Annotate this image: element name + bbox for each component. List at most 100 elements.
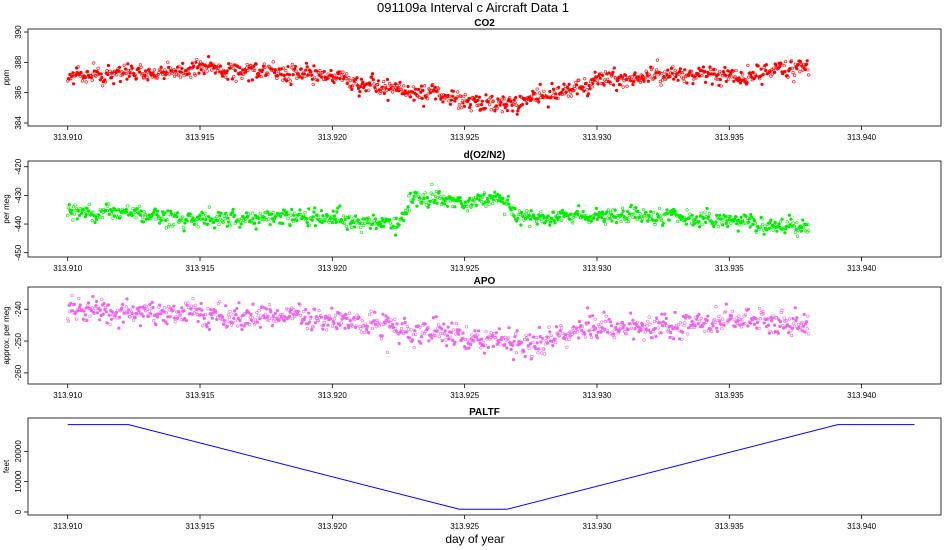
data-point bbox=[129, 68, 133, 73]
data-point bbox=[595, 217, 599, 221]
data-point bbox=[147, 67, 151, 71]
data-point bbox=[718, 319, 722, 323]
data-point bbox=[641, 327, 645, 331]
data-point bbox=[442, 332, 447, 336]
data-point bbox=[746, 75, 751, 79]
data-point bbox=[319, 209, 324, 213]
data-point bbox=[271, 314, 275, 318]
data-point bbox=[348, 311, 352, 315]
data-point bbox=[279, 214, 283, 218]
data-point bbox=[426, 326, 430, 330]
data-point bbox=[534, 219, 539, 224]
x-tick-label: 313.920 bbox=[318, 264, 347, 273]
data-point bbox=[304, 217, 309, 221]
data-point bbox=[654, 316, 659, 320]
x-tick-label: 313.920 bbox=[318, 522, 347, 531]
data-point bbox=[384, 314, 388, 318]
data-point bbox=[608, 320, 613, 324]
data-point bbox=[795, 221, 799, 225]
data-point bbox=[689, 69, 694, 73]
data-point bbox=[798, 328, 802, 332]
data-point bbox=[611, 332, 616, 336]
data-point bbox=[494, 331, 499, 335]
data-point bbox=[411, 200, 415, 204]
data-point bbox=[389, 318, 393, 322]
data-point bbox=[258, 211, 263, 215]
data-point bbox=[309, 315, 313, 319]
data-point bbox=[234, 79, 238, 83]
data-point bbox=[549, 333, 553, 338]
data-point bbox=[408, 208, 412, 212]
data-point bbox=[275, 316, 279, 320]
data-point bbox=[287, 314, 292, 318]
data-point bbox=[562, 82, 566, 86]
data-point bbox=[320, 221, 324, 225]
x-tick-label: 313.915 bbox=[186, 133, 215, 142]
data-point bbox=[570, 219, 574, 223]
data-point bbox=[159, 312, 163, 316]
data-point bbox=[795, 234, 800, 238]
data-point bbox=[402, 84, 406, 88]
data-point bbox=[289, 213, 293, 217]
data-point bbox=[752, 322, 757, 327]
data-point bbox=[649, 210, 653, 214]
data-point bbox=[357, 316, 361, 320]
x-tick-label: 313.910 bbox=[53, 391, 82, 400]
data-point bbox=[551, 210, 556, 214]
data-point bbox=[324, 218, 328, 222]
data-point bbox=[124, 71, 128, 75]
data-point bbox=[251, 68, 255, 72]
data-point bbox=[445, 344, 449, 348]
data-point bbox=[186, 301, 190, 305]
data-point bbox=[83, 75, 88, 80]
data-point bbox=[434, 315, 438, 319]
data-point bbox=[345, 81, 349, 86]
data-point bbox=[257, 221, 261, 225]
data-point bbox=[386, 98, 390, 102]
data-point bbox=[78, 303, 82, 307]
data-point bbox=[507, 326, 511, 330]
data-point bbox=[149, 312, 153, 316]
data-point bbox=[567, 337, 571, 341]
data-point bbox=[599, 330, 603, 334]
data-point bbox=[191, 216, 195, 220]
data-point bbox=[672, 337, 676, 341]
data-point bbox=[450, 321, 454, 325]
data-point bbox=[461, 331, 465, 335]
data-point bbox=[715, 77, 720, 81]
data-point bbox=[433, 85, 437, 89]
data-point bbox=[72, 212, 76, 216]
data-point bbox=[182, 229, 186, 233]
data-point bbox=[379, 337, 384, 341]
data-point bbox=[525, 101, 529, 106]
data-point bbox=[330, 324, 335, 328]
data-point bbox=[515, 112, 519, 116]
data-point bbox=[760, 312, 764, 316]
data-point bbox=[335, 210, 339, 214]
data-point bbox=[445, 334, 450, 338]
data-point bbox=[204, 312, 208, 317]
data-point bbox=[215, 66, 219, 70]
data-point bbox=[103, 305, 108, 310]
data-point bbox=[618, 327, 622, 331]
data-point bbox=[594, 75, 599, 79]
data-point bbox=[281, 221, 285, 226]
data-point bbox=[399, 326, 404, 331]
data-point bbox=[796, 322, 800, 326]
data-point bbox=[540, 336, 545, 340]
data-point bbox=[67, 303, 71, 308]
data-point bbox=[596, 330, 600, 334]
data-point bbox=[87, 202, 91, 206]
data-point bbox=[629, 311, 633, 315]
data-point bbox=[244, 70, 248, 74]
data-point bbox=[513, 335, 517, 339]
data-point bbox=[656, 326, 660, 330]
data-point bbox=[673, 209, 677, 213]
data-point bbox=[431, 316, 436, 320]
data-point bbox=[436, 86, 440, 90]
data-point bbox=[74, 310, 78, 315]
x-tick-label: 313.935 bbox=[715, 264, 744, 273]
data-point bbox=[465, 325, 469, 329]
x-tick-label: 313.925 bbox=[450, 522, 479, 531]
